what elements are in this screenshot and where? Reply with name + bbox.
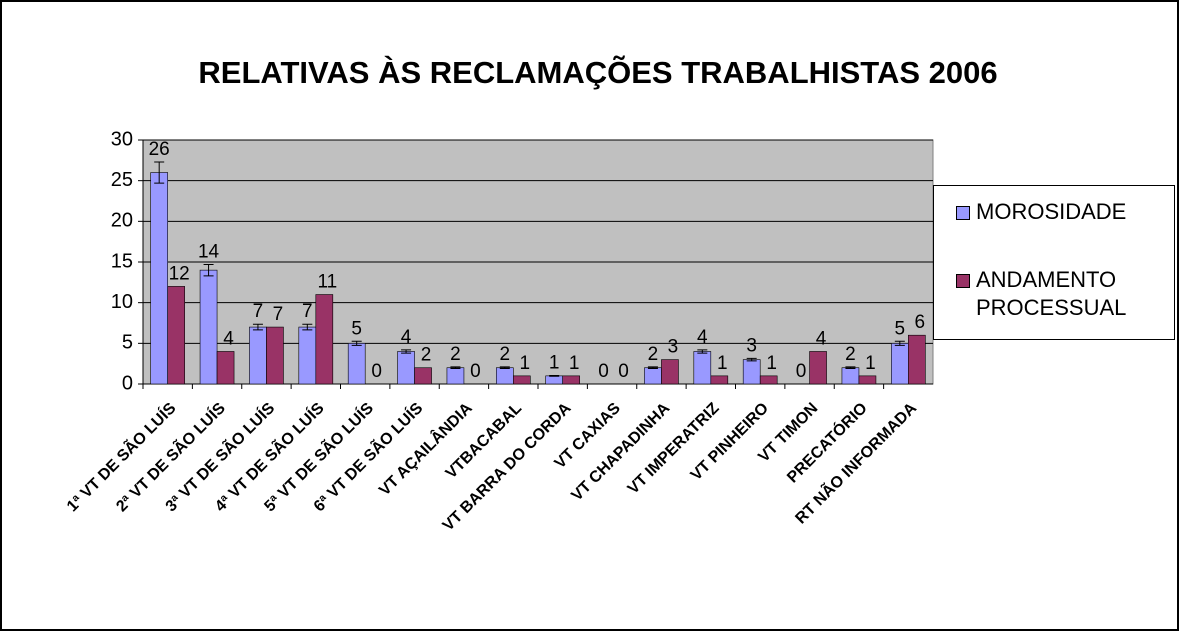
bar — [414, 367, 432, 385]
bar — [249, 326, 267, 385]
bar — [266, 326, 284, 385]
chart-title: RELATIVAS ÀS RECLAMAÇÕES TRABALHISTAS 20… — [198, 54, 997, 90]
legend-swatch — [956, 206, 970, 220]
bar — [315, 294, 334, 385]
legend-label: MOROSIDADE — [976, 199, 1127, 224]
bar — [908, 334, 926, 385]
data-label: 6 — [915, 312, 926, 333]
legend-item: ANDAMENTO PROCESSUAL — [956, 266, 1174, 322]
error-bar — [401, 349, 412, 354]
bar — [562, 375, 580, 385]
data-label: 14 — [198, 241, 220, 262]
bar — [891, 343, 909, 385]
bar — [216, 351, 235, 385]
error-bar — [203, 263, 214, 277]
bar — [742, 359, 761, 385]
data-label: 2 — [450, 344, 461, 365]
bar — [644, 367, 662, 385]
data-label: 0 — [618, 361, 629, 382]
data-label: 12 — [169, 263, 190, 284]
data-label: 5 — [351, 318, 362, 339]
legend-label: ANDAMENTO PROCESSUAL — [976, 267, 1127, 320]
error-bar — [647, 366, 658, 370]
data-label: 1 — [717, 353, 728, 374]
y-tick-label: 20 — [111, 210, 133, 232]
data-label: 1 — [569, 353, 580, 374]
data-label: 4 — [816, 328, 827, 349]
legend-item: MOROSIDADE — [956, 198, 1174, 226]
bar — [167, 286, 185, 385]
bar — [347, 343, 366, 385]
data-label: 3 — [668, 337, 679, 358]
error-bar — [450, 366, 461, 370]
bar — [545, 375, 563, 385]
data-label: 1 — [520, 353, 531, 374]
data-label: 2 — [421, 345, 432, 366]
bar — [661, 359, 679, 385]
error-bar — [549, 374, 560, 377]
bar — [858, 375, 877, 385]
bar — [513, 375, 531, 385]
bar — [150, 172, 168, 385]
bar — [199, 269, 218, 385]
data-label: 1 — [549, 352, 560, 373]
data-label: 5 — [895, 318, 906, 339]
bar — [759, 375, 778, 385]
error-bar — [499, 366, 510, 370]
y-tick-label: 25 — [111, 169, 133, 191]
bar — [446, 367, 465, 385]
data-label: 1 — [766, 353, 777, 374]
bar — [397, 351, 415, 385]
y-tick-label: 30 — [111, 128, 133, 150]
error-bar — [697, 349, 708, 354]
bar — [693, 351, 712, 385]
data-label: 4 — [223, 328, 234, 349]
y-tick-label: 5 — [122, 332, 133, 354]
data-label: 7 — [253, 301, 264, 322]
error-bar — [351, 340, 362, 346]
error-bar — [252, 323, 263, 331]
data-label: 0 — [371, 361, 382, 382]
data-label: 11 — [317, 272, 337, 293]
error-bar — [302, 323, 313, 331]
data-label: 7 — [273, 304, 284, 325]
y-tick-label: 15 — [111, 250, 133, 272]
data-label: 0 — [796, 361, 807, 382]
bar — [298, 326, 317, 385]
data-label: 2 — [845, 344, 856, 365]
error-bar — [845, 366, 856, 370]
legend: MOROSIDADE ANDAMENTO PROCESSUAL — [933, 185, 1175, 340]
data-label: 2 — [648, 344, 659, 365]
data-label: 26 — [149, 139, 170, 160]
error-bar — [746, 357, 757, 362]
error-bar — [154, 161, 165, 184]
error-bar — [894, 340, 905, 346]
bar — [496, 367, 514, 385]
data-label: 1 — [865, 353, 876, 374]
bar — [809, 351, 827, 385]
data-label: 7 — [302, 301, 313, 322]
data-label: 0 — [598, 361, 609, 382]
y-tick-label: 0 — [122, 372, 133, 394]
data-label: 0 — [470, 361, 481, 382]
data-label: 3 — [746, 335, 757, 356]
legend-swatch — [956, 274, 970, 288]
data-label: 4 — [401, 327, 412, 348]
data-label: 2 — [500, 344, 511, 365]
bar — [841, 367, 860, 385]
data-label: 4 — [697, 327, 708, 348]
bar — [710, 375, 729, 385]
y-tick-label: 10 — [111, 291, 133, 313]
